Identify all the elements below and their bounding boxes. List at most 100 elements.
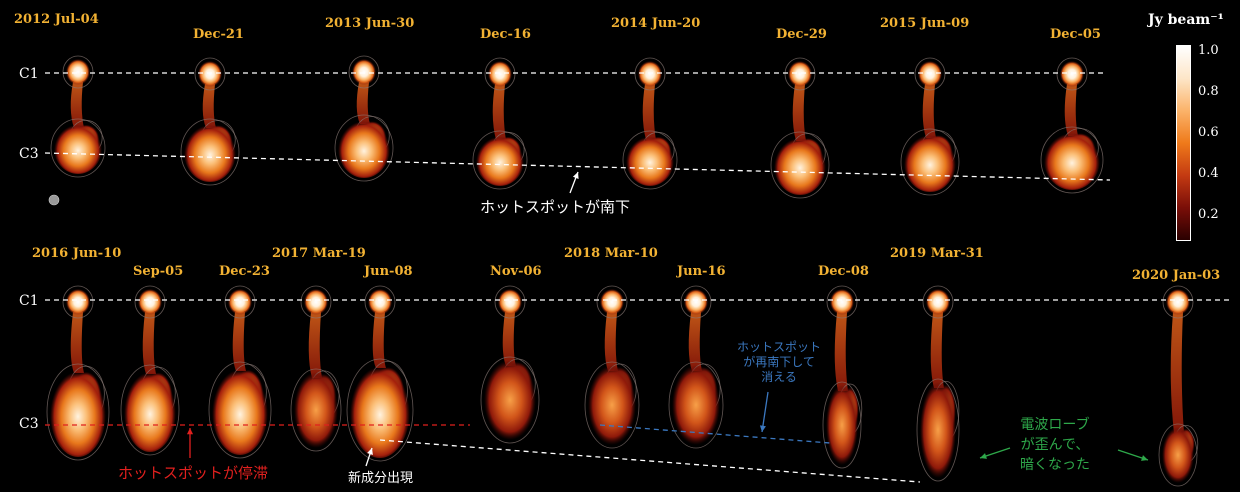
emission-blob: [638, 61, 662, 87]
lobe-arrow-right-head: [1141, 455, 1148, 461]
annotation-hotspot-south: ホットスポットが南下: [480, 196, 630, 217]
emission-blob: [50, 367, 106, 457]
annotation-new-component: 新成分出現: [348, 467, 413, 486]
epoch-label: Dec-23: [219, 264, 270, 279]
emission-blob: [212, 365, 268, 455]
radio-source: [473, 58, 527, 189]
component-label-c3: C3: [19, 146, 39, 162]
emission-blob: [124, 368, 176, 452]
emission-blob: [304, 289, 328, 315]
emission-blob: [672, 365, 720, 445]
radio-source: [291, 286, 341, 451]
emission-blob: [1162, 427, 1194, 483]
epoch-label: Dec-16: [480, 27, 531, 42]
emission-blob: [198, 61, 222, 87]
epoch-label: 2016 Jun-10: [32, 246, 121, 261]
annotation-hotspot-south-again: ホットスポット が再南下して 消える: [737, 340, 821, 385]
emission-blob: [368, 289, 392, 315]
epoch-label: Sep-05: [133, 264, 183, 279]
jet: [309, 312, 322, 378]
epoch-label: Dec-08: [818, 264, 869, 279]
colorbar-tick: 0.6: [1198, 125, 1219, 140]
radio-source: [1159, 286, 1198, 486]
emission-blob: [352, 59, 376, 85]
component-label-c3: C3: [19, 416, 39, 432]
jet: [1065, 84, 1078, 136]
colorbar-tick: 0.2: [1198, 207, 1219, 222]
radio-source: [585, 286, 639, 448]
emission-blob: [350, 362, 410, 458]
component-label-c1: C1: [19, 293, 39, 309]
emission-blob: [600, 289, 624, 315]
epoch-label: Nov-06: [490, 264, 542, 279]
jet: [203, 84, 216, 128]
emission-blob: [918, 61, 942, 87]
epoch-label: Jun-08: [364, 264, 413, 279]
radio-source: [771, 58, 829, 198]
epoch-label: 2019 Mar-31: [890, 246, 984, 261]
emission-blob: [184, 122, 236, 182]
jet: [931, 312, 944, 388]
emission-blob: [830, 289, 854, 315]
south-again-arrow-head: [760, 425, 766, 432]
radio-source: [181, 58, 239, 185]
emission-blob: [228, 289, 252, 315]
emission-blob: [476, 134, 524, 186]
radio-source: [1041, 58, 1103, 193]
annotation-lobe-distorted: 電波ローブ が歪んで、 暗くなった: [1020, 415, 1090, 475]
stagnant-arrow-head: [187, 428, 193, 434]
radio-source: [917, 286, 959, 481]
radio-source: [209, 286, 271, 458]
radio-source: [51, 56, 105, 177]
radio-source: [823, 286, 862, 468]
emission-blob: [66, 289, 90, 315]
emission-blob: [626, 134, 674, 186]
emission-blob: [788, 61, 812, 87]
emission-blob: [774, 135, 826, 195]
radio-source: [347, 286, 413, 461]
emission-blob: [1044, 130, 1100, 190]
epoch-label: Dec-05: [1050, 27, 1101, 42]
radio-source: [47, 286, 109, 460]
emission-blob: [484, 360, 536, 440]
epoch-label: 2020 Jan-03: [1132, 268, 1220, 283]
radio-source: [481, 286, 539, 443]
epoch-label: 2017 Mar-19: [272, 246, 366, 261]
colorbar: [1176, 45, 1191, 241]
colorbar-tick: 0.8: [1198, 84, 1219, 99]
emission-blob: [684, 289, 708, 315]
emission-blob: [904, 132, 956, 192]
radio-source: [121, 286, 179, 455]
emission-blob: [54, 122, 102, 174]
emission-blob: [920, 382, 956, 478]
epoch-label: Dec-21: [193, 27, 244, 42]
radio-source: [669, 286, 723, 448]
annotation-hotspot-stagnant: ホットスポットが停滞: [118, 462, 268, 483]
component-label-c1: C1: [19, 66, 39, 82]
epoch-label: Jun-16: [677, 264, 726, 279]
colorbar-tick: 0.4: [1198, 166, 1219, 181]
jet: [835, 312, 848, 391]
emission-blob: [138, 289, 162, 315]
epoch-label: 2015 Jun-09: [880, 16, 969, 31]
jet: [1171, 312, 1184, 433]
emission-blob: [826, 385, 858, 465]
colorbar-label: Jy beam⁻¹: [1148, 12, 1224, 28]
emission-blob: [498, 289, 522, 315]
epoch-label: 2014 Jun-20: [611, 16, 700, 31]
colorbar-tick: 1.0: [1198, 43, 1219, 58]
emission-blob: [1060, 61, 1084, 87]
emission-blob: [926, 289, 950, 315]
epoch-label: 2018 Mar-10: [564, 246, 658, 261]
radio-source: [335, 56, 393, 181]
emission-blob: [66, 59, 90, 85]
lobe-arrow-left-head: [980, 453, 987, 459]
emission-blob: [588, 365, 636, 445]
epoch-label: 2013 Jun-30: [325, 16, 414, 31]
epoch-label: Dec-29: [776, 27, 827, 42]
emission-blob: [1166, 289, 1190, 315]
beam-size-marker: [49, 195, 59, 205]
emission-blob: [294, 372, 338, 448]
emission-blob: [338, 118, 390, 178]
epoch-label: 2012 Jul-04: [14, 12, 99, 27]
